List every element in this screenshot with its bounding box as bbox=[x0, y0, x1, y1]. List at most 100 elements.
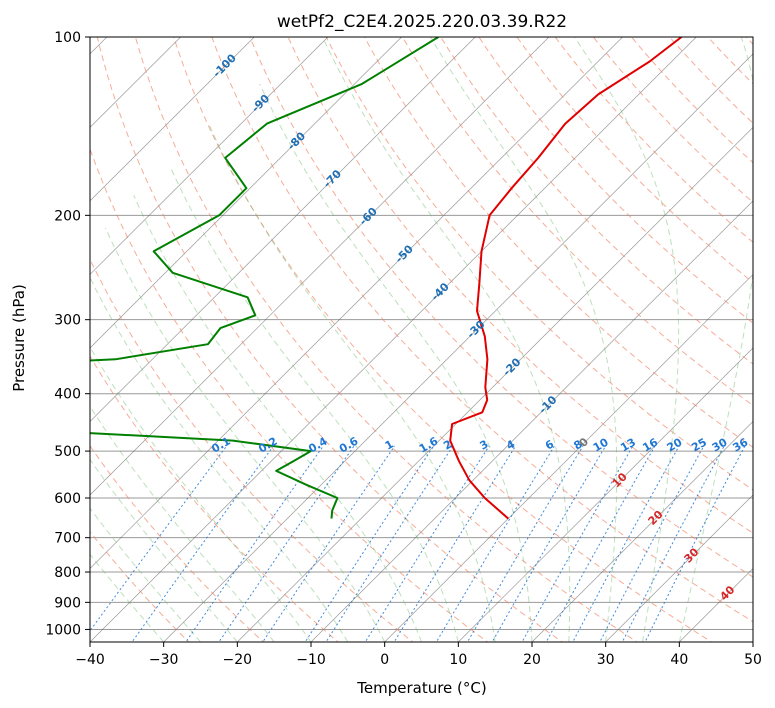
dry-adiabat-label: -70 bbox=[321, 167, 344, 190]
isotherm-line bbox=[310, 200, 753, 642]
mixing-ratio-line bbox=[599, 445, 705, 642]
moist-adiabat-line bbox=[90, 346, 312, 642]
y-tick-label: 700 bbox=[54, 531, 81, 547]
dry-adiabat-label: -100 bbox=[210, 51, 239, 80]
isotherm-line bbox=[531, 420, 753, 642]
moist-adiabat-line bbox=[169, 165, 459, 642]
mixing-ratio-line bbox=[572, 445, 680, 642]
y-tick-label: 1000 bbox=[45, 622, 81, 638]
sounding-series bbox=[90, 37, 683, 520]
isotherm-line bbox=[90, 37, 697, 642]
x-axis-label: Temperature (°C) bbox=[356, 679, 486, 697]
dry-adiabat-line bbox=[287, 37, 753, 534]
mixing-ratio-line bbox=[304, 445, 435, 642]
mixing-ratio-label: 4 bbox=[504, 437, 517, 452]
plot-frame bbox=[89, 36, 754, 643]
dry-adiabat-label: -10 bbox=[536, 393, 559, 416]
dry-adiabat-line bbox=[668, 37, 753, 124]
x-tick-label: 30 bbox=[597, 652, 615, 668]
dewpoint-profile bbox=[90, 37, 439, 519]
moist-adiabat-line bbox=[133, 195, 422, 642]
dry-adiabat-line bbox=[325, 37, 753, 491]
isotherm-line bbox=[605, 494, 753, 642]
y-tick-label: 800 bbox=[54, 565, 81, 581]
x-tick-label: −20 bbox=[223, 652, 253, 668]
isotherm-line bbox=[90, 37, 255, 202]
mixing-ratio-line bbox=[364, 445, 490, 642]
y-axis-label: Pressure (hPa) bbox=[10, 284, 28, 392]
x-tick-label: −40 bbox=[75, 652, 105, 668]
moist-adiabat-line bbox=[90, 553, 165, 642]
y-tick-label: 200 bbox=[54, 208, 81, 224]
x-tick-label: 50 bbox=[744, 652, 762, 668]
dry-adiabat-label: -20 bbox=[500, 355, 523, 378]
mixing-ratio-line bbox=[545, 445, 656, 642]
temperature-profile bbox=[449, 37, 683, 520]
mixing-ratio-label: 1 bbox=[383, 438, 396, 453]
mixing-ratio-line bbox=[521, 445, 634, 642]
mixing-ratio-line bbox=[325, 445, 454, 642]
mixing-ratio-label: 10 bbox=[591, 435, 611, 454]
mixing-ratio-line bbox=[393, 445, 517, 642]
dry-adiabat-label: -90 bbox=[249, 92, 272, 115]
moist-adiabat-line bbox=[90, 458, 238, 642]
moist-adiabat-line bbox=[574, 37, 680, 642]
moist-adiabat-line bbox=[90, 507, 201, 642]
mixing-ratio-line bbox=[491, 445, 607, 642]
plot-area: 0.1 0.2 0.4 0.6 1 1.6 2 3 4 6 8 10 13 16 20 25 30 36-100-… bbox=[90, 37, 753, 642]
y-tick-label: 600 bbox=[54, 491, 81, 507]
x-tick-label: 10 bbox=[449, 652, 467, 668]
isotherm-line bbox=[752, 641, 753, 642]
mixing-ratio-label: 0.4 bbox=[306, 434, 330, 455]
isotherm-line bbox=[90, 37, 624, 569]
dry-adiabat-label: -80 bbox=[285, 129, 308, 152]
mixing-ratio-line bbox=[621, 445, 725, 642]
moist-adiabat-line bbox=[678, 37, 753, 642]
dry-adiabat-line bbox=[211, 37, 753, 623]
mixing-ratio-line bbox=[435, 445, 555, 642]
mixing-ratio-label: 20 bbox=[665, 435, 685, 454]
isotherm-line bbox=[90, 37, 329, 275]
mixing-ratio-label: 25 bbox=[689, 436, 709, 455]
x-tick-label: 40 bbox=[670, 652, 688, 668]
dry-adiabat-line bbox=[90, 445, 265, 642]
dry-adiabat-line bbox=[90, 258, 414, 642]
dry-adiabat-line bbox=[401, 37, 753, 406]
y-tick-label: 900 bbox=[54, 595, 81, 611]
y-tick-label: 300 bbox=[54, 313, 81, 329]
y-tick-label: 400 bbox=[54, 387, 81, 403]
isotherm-line bbox=[90, 37, 550, 496]
dry-adiabat-line bbox=[134, 37, 638, 642]
x-tick-label: 0 bbox=[380, 652, 389, 668]
dry-adiabat-label: 10 bbox=[610, 470, 630, 490]
moist-adiabat-line bbox=[430, 37, 618, 642]
dry-adiabats bbox=[90, 37, 753, 642]
y-tick-label: 500 bbox=[54, 444, 81, 460]
dry-adiabat-label: -40 bbox=[429, 280, 452, 303]
dry-adiabat-line bbox=[96, 37, 564, 642]
dry-adiabat-line bbox=[516, 37, 753, 284]
dry-adiabat-label: -50 bbox=[393, 242, 416, 265]
axes: −40 −30 −20 −10 0 10 20 30 40 50 100 200 300 400 500 60… bbox=[45, 30, 762, 668]
dry-adiabat-line bbox=[90, 355, 340, 642]
dry-adiabat-line bbox=[745, 37, 753, 45]
isotherm-line bbox=[457, 347, 753, 642]
dry-adiabat-line bbox=[707, 37, 753, 85]
isotherm-lines bbox=[90, 37, 753, 642]
chart-title: wetPf2_C2E4.2025.220.03.39.R22 bbox=[277, 12, 567, 32]
moist-adiabat-line bbox=[208, 123, 496, 642]
isotherm-line bbox=[90, 37, 403, 349]
dry-adiabat-label: 40 bbox=[717, 583, 737, 603]
x-tick-label: −10 bbox=[296, 652, 326, 668]
mixing-ratio-line bbox=[644, 445, 746, 642]
mixing-ratio-label: 36 bbox=[731, 435, 751, 454]
y-tick-label: 100 bbox=[54, 30, 81, 46]
isotherm-line bbox=[236, 126, 753, 642]
isotherm-line bbox=[163, 53, 753, 642]
moist-adiabats bbox=[90, 37, 753, 642]
mixing-ratio-label: 0.2 bbox=[256, 435, 279, 456]
mixing-ratio-label: 0.1 bbox=[209, 435, 232, 456]
mixing-ratio-line bbox=[131, 445, 274, 642]
mixing-ratio-label: 16 bbox=[640, 435, 660, 454]
